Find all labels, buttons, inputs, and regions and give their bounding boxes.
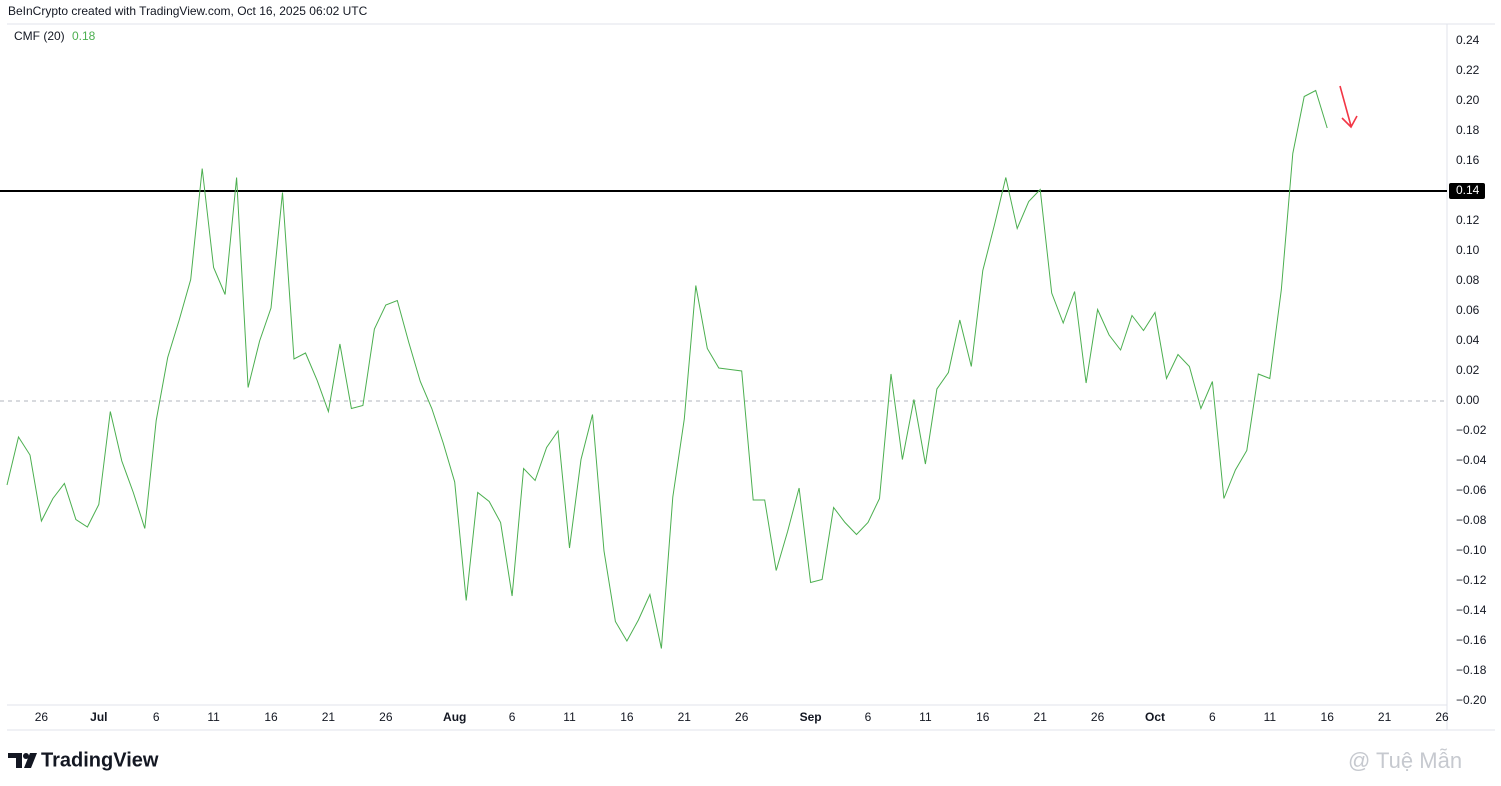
x-tick-label: 6 bbox=[865, 710, 872, 724]
x-tick-label: 11 bbox=[919, 710, 932, 724]
x-tick-label: 6 bbox=[509, 710, 516, 724]
x-tick-label: 6 bbox=[1209, 710, 1216, 724]
x-tick-label: Oct bbox=[1145, 710, 1165, 724]
logo-dot bbox=[23, 753, 29, 759]
x-tick-label: 11 bbox=[563, 710, 576, 724]
y-tick-label: −0.06 bbox=[1456, 483, 1487, 497]
x-tick-label: 16 bbox=[1321, 710, 1335, 724]
y-tick-label: −0.12 bbox=[1456, 573, 1487, 587]
x-tick-label: 11 bbox=[1264, 710, 1277, 724]
x-tick-label: Jul bbox=[90, 710, 107, 724]
logo-slash bbox=[24, 753, 37, 768]
x-tick-label: 21 bbox=[1034, 710, 1048, 724]
y-tick-label: −0.04 bbox=[1456, 453, 1487, 467]
y-tick-label: −0.10 bbox=[1456, 543, 1487, 557]
x-tick-label: 26 bbox=[1091, 710, 1105, 724]
x-tick-label: 26 bbox=[379, 710, 393, 724]
cmf-line bbox=[6, 89, 1328, 649]
y-tick-label: 0.08 bbox=[1456, 273, 1480, 287]
annotation-arrow bbox=[1339, 85, 1358, 129]
y-tick-label: −0.16 bbox=[1456, 633, 1487, 647]
x-tick-label: 16 bbox=[976, 710, 990, 724]
y-tick-label: 0.02 bbox=[1456, 363, 1480, 377]
indicator-value: 0.18 bbox=[72, 29, 96, 43]
y-tick-label: 0.04 bbox=[1456, 333, 1480, 347]
x-tick-label: 21 bbox=[1378, 710, 1392, 724]
brand-logo: TradingView bbox=[8, 749, 159, 771]
y-tick-label: 0.10 bbox=[1456, 243, 1480, 257]
y-tick-label: −0.18 bbox=[1456, 663, 1487, 677]
y-tick-label: −0.02 bbox=[1456, 423, 1487, 437]
indicator-name: CMF (20) bbox=[14, 29, 65, 43]
level-label: 0.14 bbox=[1456, 183, 1480, 197]
x-tick-label: 26 bbox=[35, 710, 49, 724]
y-tick-label: 0.00 bbox=[1456, 393, 1480, 407]
x-tick-label: 26 bbox=[735, 710, 749, 724]
y-tick-label: 0.16 bbox=[1456, 153, 1480, 167]
y-tick-label: −0.20 bbox=[1456, 693, 1487, 707]
y-tick-label: 0.06 bbox=[1456, 303, 1480, 317]
x-tick-label: 16 bbox=[620, 710, 634, 724]
y-tick-label: 0.24 bbox=[1456, 33, 1480, 47]
logo-mark bbox=[8, 753, 22, 768]
y-tick-label: −0.08 bbox=[1456, 513, 1487, 527]
brand-name: TradingView bbox=[41, 749, 159, 771]
x-tick-label: 26 bbox=[1435, 710, 1449, 724]
x-tick-label: 16 bbox=[264, 710, 278, 724]
x-tick-label: 6 bbox=[153, 710, 160, 724]
level-label-box bbox=[1449, 183, 1485, 199]
x-tick-label: Aug bbox=[443, 710, 466, 724]
y-tick-label: 0.12 bbox=[1456, 213, 1480, 227]
x-tick-label: 11 bbox=[207, 710, 220, 724]
y-tick-label: 0.18 bbox=[1456, 123, 1480, 137]
y-tick-label: 0.20 bbox=[1456, 93, 1480, 107]
watermark: @ Tuệ Mẫn bbox=[1348, 748, 1462, 773]
x-tick-label: Sep bbox=[800, 710, 822, 724]
y-tick-label: −0.14 bbox=[1456, 603, 1487, 617]
y-tick-label: 0.22 bbox=[1456, 63, 1480, 77]
x-tick-label: 21 bbox=[322, 710, 336, 724]
x-tick-label: 21 bbox=[678, 710, 692, 724]
chart-title: BeInCrypto created with TradingView.com,… bbox=[8, 4, 368, 18]
